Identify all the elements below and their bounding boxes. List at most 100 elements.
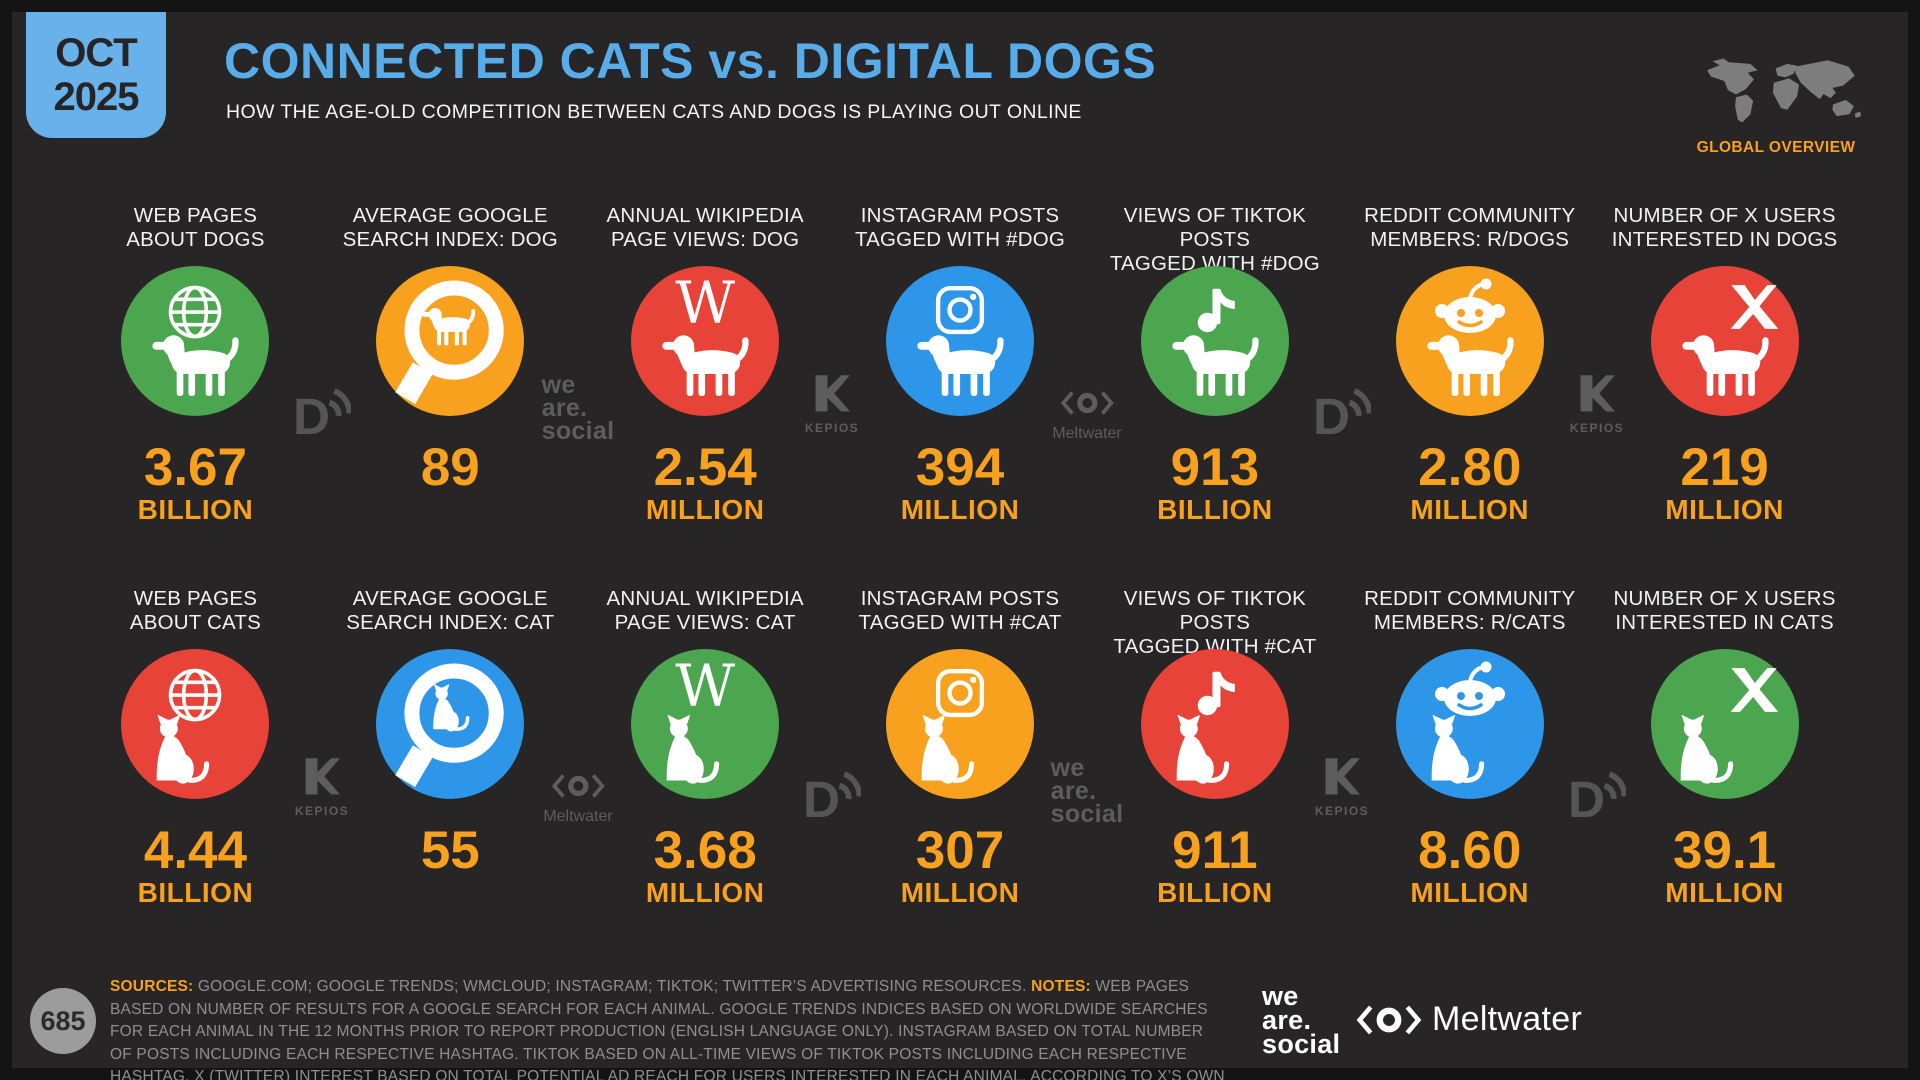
stat-unit: MILLION [900, 877, 1020, 908]
stat-value: 89 [420, 438, 480, 497]
stat-cell: WEB PAGES ABOUT DOGS 3.67 BILLION [68, 204, 323, 528]
stat-unit: BILLION [137, 494, 254, 525]
dog-icon [916, 329, 1010, 405]
stat-cell: ANNUAL WIKIPEDIA PAGE VIEWS: DOG W 2.54 … [578, 204, 833, 528]
reddit-icon [1432, 278, 1508, 334]
wikipedia-icon: W [675, 269, 735, 337]
stat-label: ANNUAL WIKIPEDIA PAGE VIEWS: DOG [606, 204, 804, 251]
stat-value: 394 [915, 438, 1005, 497]
stat-label: REDDIT COMMUNITY MEMBERS: R/CATS [1364, 587, 1576, 634]
stat-unit: MILLION [1410, 494, 1530, 525]
dog-icon [421, 304, 479, 351]
stat-value: 55 [420, 821, 480, 880]
cat-icon [1424, 713, 1488, 789]
stat-unit: BILLION [1157, 877, 1273, 908]
stat-bubble [886, 266, 1034, 416]
stat-cell: NUMBER OF X USERS INTERESTED IN CATS 39.… [1597, 587, 1852, 911]
stat-bubble [1140, 266, 1289, 416]
datareportal-watermark-icon [803, 755, 861, 828]
stat-cell: VIEWS OF TIKTOK POSTS TAGGED WITH #CAT 9… [1087, 587, 1342, 911]
stat-bubble [886, 649, 1034, 799]
stat-value: 911 [1172, 821, 1258, 880]
stat-label: REDDIT COMMUNITY MEMBERS: R/DOGS [1364, 204, 1576, 251]
page-title: CONNECTED CATS vs. DIGITAL DOGS [224, 33, 1157, 89]
stat-cell: REDDIT COMMUNITY MEMBERS: R/DOGS 2.80 MI… [1342, 204, 1597, 528]
stat-label: NUMBER OF X USERS INTERESTED IN DOGS [1611, 204, 1838, 251]
cat-icon [914, 713, 978, 789]
stat-label: VIEWS OF TIKTOK POSTS TAGGED WITH #DOG [1109, 204, 1320, 275]
stat-bubble [121, 649, 270, 799]
meltwater-watermark-icon: Meltwater [1052, 388, 1122, 443]
stat-label: INSTAGRAM POSTS TAGGED WITH #CAT [858, 587, 1062, 634]
stat-value: 39.1 [1673, 821, 1777, 880]
stat-cell: ANNUAL WIKIPEDIA PAGE VIEWS: CAT W 3.68 … [578, 587, 833, 911]
stats-row-cats: WEB PAGES ABOUT CATS 4.44 BILLION AVERAG… [68, 587, 1852, 911]
datareportal-watermark-icon [1313, 372, 1371, 445]
dog-icon [151, 329, 245, 405]
stat-unit: MILLION [1410, 877, 1530, 908]
stats-row-dogs: WEB PAGES ABOUT DOGS 3.67 BILLION AVERAG… [68, 204, 1852, 528]
we-are-social-watermark: we are. social [541, 371, 615, 445]
stat-cell: VIEWS OF TIKTOK POSTS TAGGED WITH #DOG 9… [1087, 204, 1342, 528]
cat-icon [1169, 713, 1233, 789]
stat-unit: BILLION [137, 877, 254, 908]
stat-cell: INSTAGRAM POSTS TAGGED WITH #DOG 394 MIL… [833, 204, 1088, 528]
stat-unit: MILLION [900, 494, 1020, 525]
badge-year: 2025 [53, 75, 140, 119]
we-are-social-watermark: we are. social [1050, 754, 1124, 828]
stat-bubble: W [631, 266, 780, 416]
stat-value: 2.54 [653, 438, 757, 497]
stat-unit: MILLION [1665, 494, 1784, 525]
kepios-watermark-icon: KEPIOS [1570, 374, 1624, 435]
date-badge: OCT 2025 [26, 12, 166, 138]
stat-value: 307 [915, 821, 1005, 880]
kepios-watermark-icon: KEPIOS [805, 374, 859, 435]
kepios-watermark-icon: KEPIOS [295, 757, 349, 818]
cat-icon [1673, 713, 1737, 789]
stat-bubble [376, 649, 525, 799]
sources-notes-text: SOURCES: GOOGLE.COM; GOOGLE TRENDS; WMCL… [110, 978, 1225, 1080]
stat-bubble [376, 266, 525, 416]
stat-value: 3.67 [143, 438, 247, 497]
reddit-icon [1432, 661, 1508, 717]
stat-label: AVERAGE GOOGLE SEARCH INDEX: CAT [346, 587, 555, 634]
stat-cell: AVERAGE GOOGLE SEARCH INDEX: CAT 55 [323, 587, 578, 911]
dog-icon [1426, 329, 1520, 405]
stat-unit: MILLION [645, 494, 765, 525]
dog-icon [1171, 329, 1265, 405]
datareportal-watermark-icon [1568, 755, 1626, 828]
x-icon [1729, 282, 1779, 332]
stat-bubble [1650, 266, 1799, 416]
stat-value: 3.68 [653, 821, 757, 880]
stat-bubble: W [631, 649, 780, 799]
badge-month: OCT [55, 31, 137, 75]
sources-label: SOURCES: [110, 978, 194, 995]
stat-bubble [1650, 649, 1799, 799]
stat-cell: NUMBER OF X USERS INTERESTED IN DOGS 219… [1597, 204, 1852, 528]
meltwater-logo: Meltwater [1356, 1000, 1582, 1039]
stat-label: AVERAGE GOOGLE SEARCH INDEX: DOG [342, 204, 558, 251]
stat-bubble [121, 266, 270, 416]
stat-cell: REDDIT COMMUNITY MEMBERS: R/CATS 8.60 MI… [1342, 587, 1597, 911]
stat-unit: MILLION [645, 877, 765, 908]
global-overview-label: GLOBAL OVERVIEW [1696, 139, 1856, 156]
stat-unit: BILLION [1157, 494, 1273, 525]
stat-label: INSTAGRAM POSTS TAGGED WITH #DOG [854, 204, 1066, 251]
stat-value: 2.80 [1418, 438, 1522, 497]
stat-cell: WEB PAGES ABOUT CATS 4.44 BILLION [68, 587, 323, 911]
dog-icon [1680, 329, 1774, 405]
stat-cell: AVERAGE GOOGLE SEARCH INDEX: DOG 89 [323, 204, 578, 528]
meltwater-mark-icon [1356, 1001, 1422, 1039]
stat-value: 8.60 [1418, 821, 1522, 880]
dog-icon [661, 329, 755, 405]
stat-bubble [1395, 266, 1544, 416]
page-subtitle: HOW THE AGE-OLD COMPETITION BETWEEN CATS… [226, 101, 1082, 123]
cat-icon [659, 713, 723, 789]
tiktok-icon [1188, 664, 1242, 720]
stat-cell: INSTAGRAM POSTS TAGGED WITH #CAT 307 MIL… [833, 587, 1088, 911]
stat-label: VIEWS OF TIKTOK POSTS TAGGED WITH #CAT [1113, 587, 1317, 658]
stat-value: 913 [1170, 438, 1260, 497]
world-map-icon [1700, 44, 1862, 136]
stat-value: 4.44 [143, 821, 247, 880]
datareportal-watermark-icon [293, 372, 351, 445]
